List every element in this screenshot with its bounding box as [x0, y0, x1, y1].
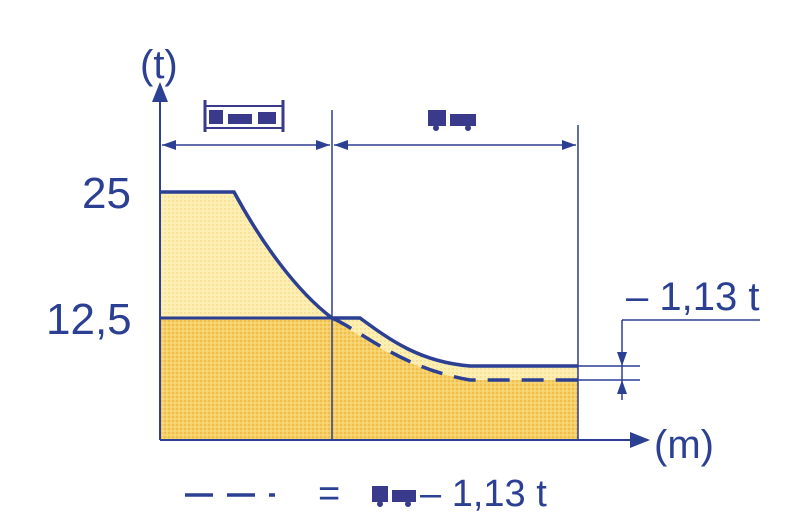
offset-indicator	[578, 319, 760, 400]
capacity-fill-upper	[160, 192, 332, 318]
crane-vehicle-icon-legend	[372, 486, 416, 507]
x-unit-label: (m)	[654, 423, 714, 467]
capacity-curve-dashed	[331, 316, 578, 382]
dimension-right	[334, 140, 576, 150]
legend-suffix: – 1,13 t	[420, 473, 547, 515]
y-tick-25: 25	[82, 169, 131, 218]
legend-equals: =	[318, 473, 340, 515]
crane-vehicle-icon-right	[428, 110, 476, 131]
y-tick-12-5: 12,5	[46, 295, 132, 344]
legend: = – 1,13 t	[185, 473, 547, 515]
y-unit-label: (t)	[140, 43, 178, 87]
capacity-fill-band	[332, 318, 578, 380]
capacity-fill-lower	[160, 318, 578, 440]
dimension-left	[162, 140, 330, 150]
offset-label: – 1,13 t	[626, 275, 759, 319]
capacity-area	[160, 192, 578, 440]
crane-vehicle-icon-left	[203, 100, 285, 132]
